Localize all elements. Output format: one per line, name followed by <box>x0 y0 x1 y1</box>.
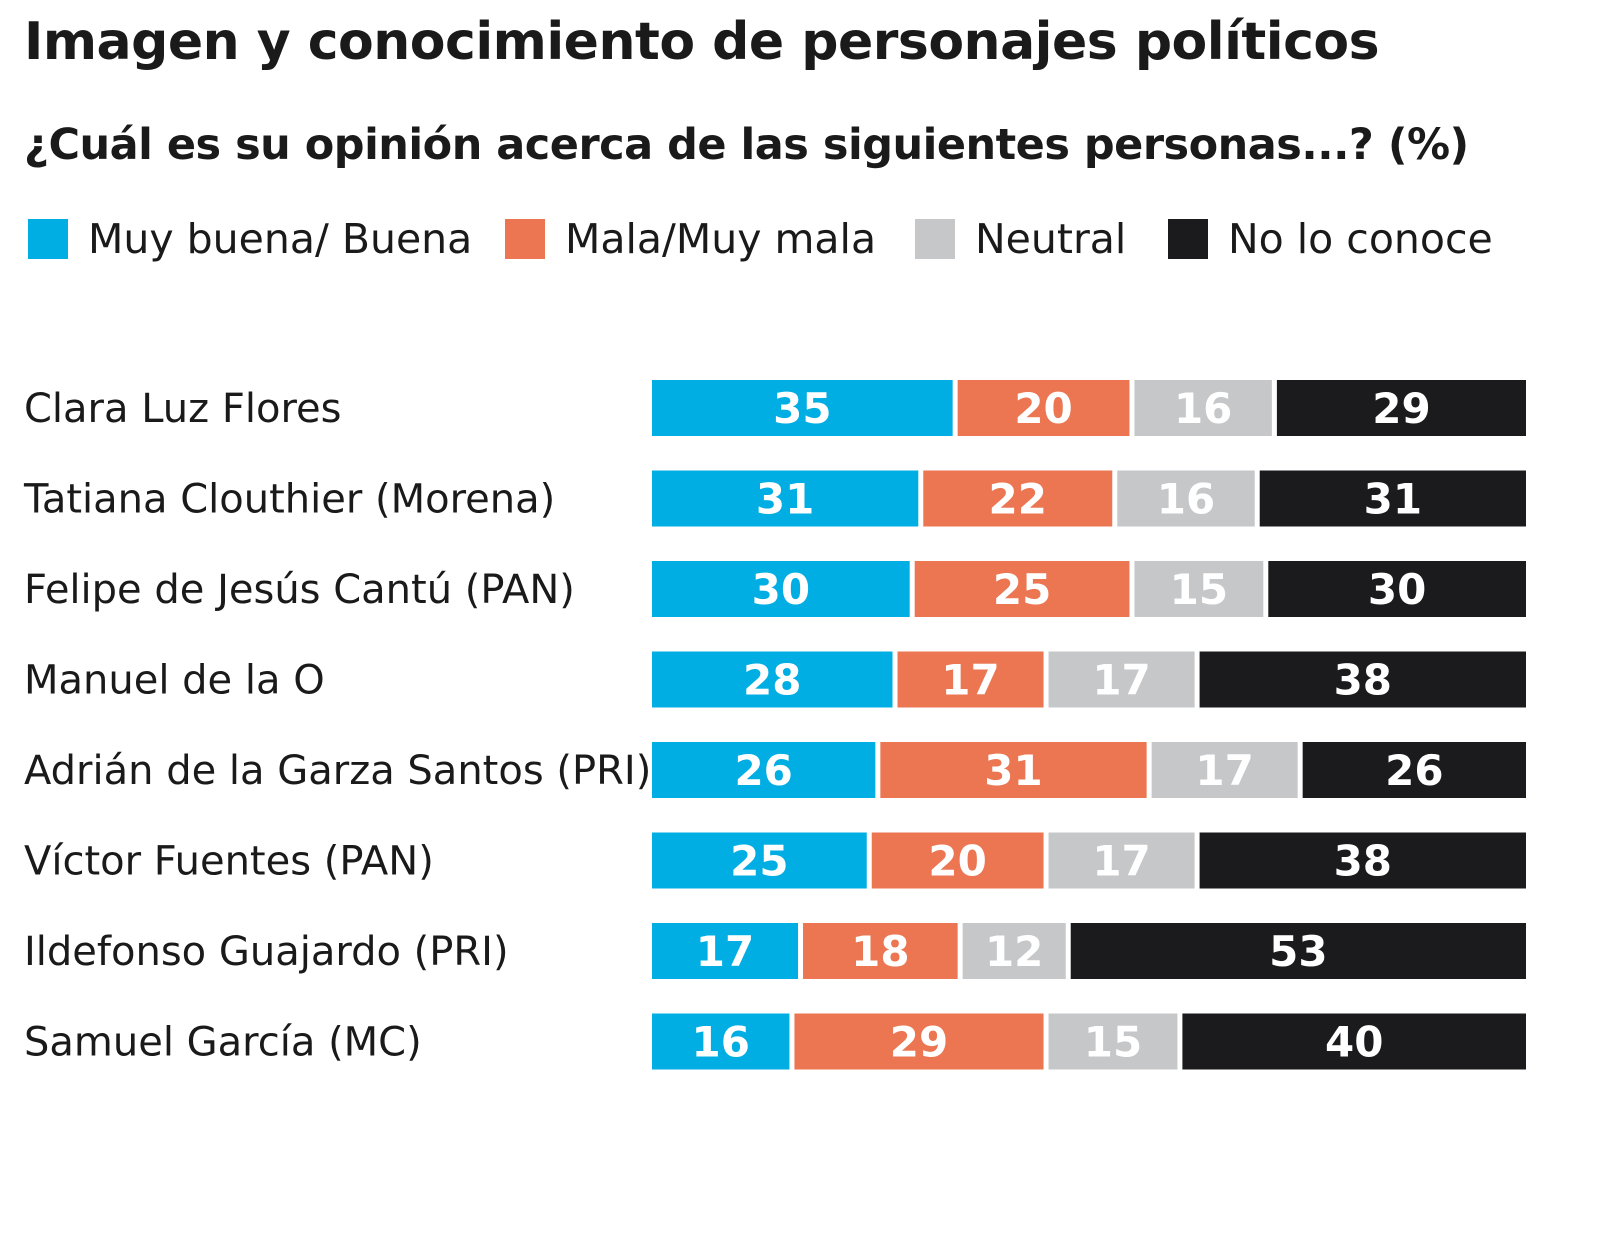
data-label-neutral: 16 <box>1157 475 1215 524</box>
data-label-neutral: 17 <box>1195 746 1253 795</box>
data-label-no-lo-conoce: 38 <box>1334 837 1392 886</box>
data-label-no-lo-conoce: 29 <box>1372 384 1430 433</box>
bar-row-3: Felipe de Jesús Cantú (PAN) 30 25 15 30 <box>24 561 1526 617</box>
legend-swatch-muy-buena <box>28 219 68 259</box>
chart-title: Imagen y conocimiento de personajes polí… <box>24 12 1380 72</box>
bar-segment-neutral <box>1134 380 1272 436</box>
bar-segment-no-lo-conoce <box>1182 1013 1526 1070</box>
data-label-mala: 29 <box>890 1018 948 1067</box>
bar-row-4: Manuel de la O 28 17 17 38 <box>24 651 1526 708</box>
bar-row-2: Tatiana Clouthier (Morena) 31 22 16 31 <box>23 470 1526 527</box>
bar-row-6: Víctor Fuentes (PAN) 25 20 17 38 <box>24 832 1526 889</box>
bar-segment-no-lo-conoce <box>1199 651 1526 708</box>
legend-swatch-neutral <box>915 219 955 259</box>
bar-segment-mala <box>880 742 1147 798</box>
bar-segment-mala <box>914 561 1130 617</box>
bar-row-7: Ildefonso Guajardo (PRI) 17 18 12 53 <box>24 923 1526 979</box>
chart-subtitle: ¿Cuál es su opinión acerca de las siguie… <box>24 120 1469 170</box>
data-label-no-lo-conoce: 40 <box>1325 1018 1383 1067</box>
legend-item-mala: Mala/Muy mala <box>505 214 876 264</box>
bar-segment-muy-buena <box>652 470 919 527</box>
bar-segment-no-lo-conoce <box>1268 561 1526 617</box>
data-label-muy-buena: 30 <box>752 565 810 614</box>
bar-row-1: Clara Luz Flores 35 20 16 29 <box>24 380 1526 436</box>
bar-row-5: Adrián de la Garza Santos (PRI) 26 31 17 26 <box>24 742 1526 798</box>
bar-segment-muy-buena <box>652 380 953 436</box>
data-label-neutral: 17 <box>1092 656 1150 705</box>
bar-segment-mala <box>957 380 1130 436</box>
legend-item-no-lo-conoce: No lo conoce <box>1168 214 1493 264</box>
bar-segment-mala <box>923 470 1113 527</box>
data-label-muy-buena: 31 <box>756 475 814 524</box>
bar-segment-mala <box>794 1013 1044 1070</box>
category-label: Felipe de Jesús Cantú (PAN) <box>24 567 575 613</box>
category-label: Víctor Fuentes (PAN) <box>24 839 434 885</box>
data-label-no-lo-conoce: 30 <box>1368 565 1426 614</box>
data-label-no-lo-conoce: 38 <box>1334 656 1392 705</box>
data-label-mala: 22 <box>989 475 1047 524</box>
bar-segment-muy-buena <box>652 1013 790 1070</box>
category-label: Tatiana Clouthier (Morena) <box>23 477 555 523</box>
bar-segment-muy-buena <box>652 561 910 617</box>
data-label-muy-buena: 28 <box>743 656 801 705</box>
data-label-neutral: 15 <box>1170 565 1228 614</box>
bar-segment-muy-buena <box>652 742 876 798</box>
legend-label-neutral: Neutral <box>975 215 1127 263</box>
data-label-mala: 17 <box>941 656 999 705</box>
category-label: Manuel de la O <box>24 658 325 704</box>
chart-legend: Muy buena/ Buena Mala/Muy mala Neutral N… <box>28 214 1588 264</box>
data-label-muy-buena: 16 <box>691 1018 749 1067</box>
bar-segment-neutral <box>1151 742 1298 798</box>
data-label-muy-buena: 35 <box>773 384 831 433</box>
bar-segment-no-lo-conoce <box>1259 470 1526 527</box>
legend-label-muy-buena: Muy buena/ Buena <box>88 215 473 263</box>
data-label-neutral: 12 <box>985 927 1043 976</box>
bar-segment-muy-buena <box>652 651 893 708</box>
bar-segment-neutral <box>1048 832 1195 889</box>
bar-segment-mala <box>871 832 1044 889</box>
legend-item-muy-buena: Muy buena/ Buena <box>28 214 472 264</box>
data-label-muy-buena: 17 <box>696 927 754 976</box>
bar-segment-no-lo-conoce <box>1302 742 1526 798</box>
data-label-no-lo-conoce: 26 <box>1385 746 1443 795</box>
bar-segment-mala <box>803 923 958 979</box>
bar-segment-neutral <box>962 923 1066 979</box>
data-label-neutral: 16 <box>1174 384 1232 433</box>
data-label-no-lo-conoce: 31 <box>1364 475 1422 524</box>
data-label-neutral: 17 <box>1092 837 1150 886</box>
data-label-no-lo-conoce: 53 <box>1269 927 1327 976</box>
legend-swatch-mala <box>505 219 545 259</box>
legend-swatch-no-lo-conoce <box>1168 219 1208 259</box>
bar-segment-muy-buena <box>652 923 799 979</box>
category-label: Adrián de la Garza Santos (PRI) <box>24 748 651 794</box>
legend-label-no-lo-conoce: No lo conoce <box>1228 215 1493 263</box>
bar-segment-mala <box>897 651 1044 708</box>
data-label-mala: 20 <box>1014 384 1072 433</box>
data-label-muy-buena: 26 <box>734 746 792 795</box>
bar-segment-neutral <box>1048 1013 1178 1070</box>
data-label-mala: 20 <box>928 837 986 886</box>
bar-segment-muy-buena <box>652 832 867 889</box>
data-label-muy-buena: 25 <box>730 837 788 886</box>
bar-segment-neutral <box>1048 651 1195 708</box>
data-label-mala: 18 <box>851 927 909 976</box>
legend-label-mala: Mala/Muy mala <box>565 215 877 263</box>
legend-item-neutral: Neutral <box>915 214 1126 264</box>
bar-segment-no-lo-conoce <box>1070 923 1526 979</box>
bar-segment-neutral <box>1117 470 1255 527</box>
category-label: Ildefonso Guajardo (PRI) <box>24 929 509 975</box>
bar-segment-no-lo-conoce <box>1276 380 1526 436</box>
data-label-mala: 25 <box>993 565 1051 614</box>
data-label-mala: 31 <box>984 746 1042 795</box>
category-label: Clara Luz Flores <box>24 386 341 432</box>
data-label-neutral: 15 <box>1084 1018 1142 1067</box>
bar-row-8: Samuel García (MC) 16 29 15 40 <box>24 1013 1526 1070</box>
category-label: Samuel García (MC) <box>24 1020 422 1066</box>
bar-segment-neutral <box>1134 561 1264 617</box>
bar-segment-no-lo-conoce <box>1199 832 1526 889</box>
